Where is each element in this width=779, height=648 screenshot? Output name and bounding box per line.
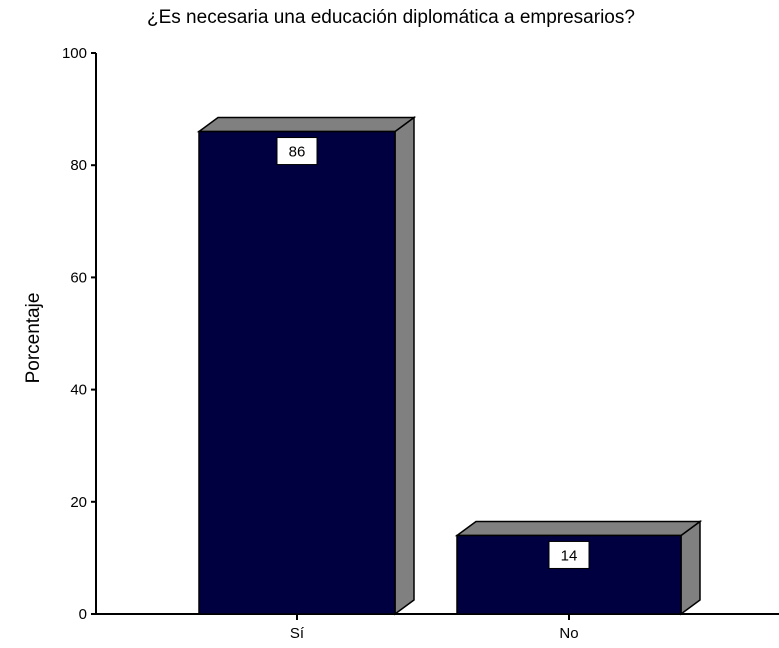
y-tick-label: 40 — [70, 382, 87, 399]
chart-title: ¿Es necesaria una educación diplomática … — [147, 7, 635, 28]
bar-side — [680, 519, 701, 616]
y-tick-label: 0 — [79, 606, 87, 623]
y-tick-label: 20 — [70, 494, 87, 511]
bar-top — [196, 116, 417, 133]
bar-side — [394, 116, 415, 616]
y-tick-label: 60 — [70, 269, 87, 286]
y-tick-label: 80 — [70, 157, 87, 174]
data-label-box — [276, 137, 318, 166]
y-tick-label: 100 — [62, 45, 87, 62]
bar — [198, 130, 396, 615]
x-tick-label: No — [559, 625, 578, 642]
data-label: 86 — [289, 144, 306, 161]
x-tick-label: Sí — [290, 625, 305, 642]
data-label-box — [548, 540, 590, 569]
bar-top — [454, 520, 703, 537]
data-label: 14 — [561, 547, 578, 564]
